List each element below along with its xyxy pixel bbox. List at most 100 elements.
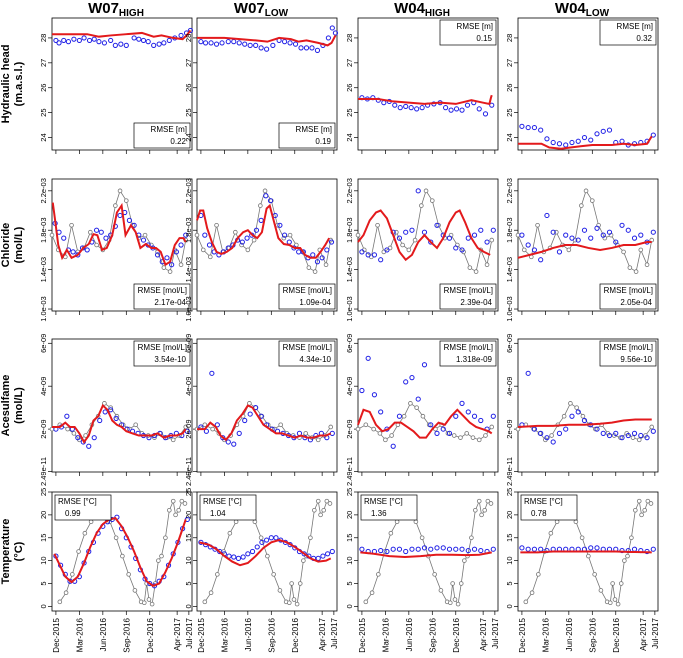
observed-point xyxy=(329,430,335,436)
reference-line xyxy=(517,402,653,441)
reference-point xyxy=(102,401,107,406)
reference-point xyxy=(49,232,55,238)
observed-point xyxy=(525,242,531,248)
reference-point xyxy=(649,424,655,430)
row-label-3-name: Temperature xyxy=(0,519,12,585)
observed-point xyxy=(286,239,292,245)
observed-point xyxy=(245,551,251,557)
observed-point xyxy=(154,252,161,258)
observed-point xyxy=(650,132,656,138)
observed-point xyxy=(650,428,656,434)
x-tick-label: Sep-2016 xyxy=(122,617,131,652)
observed-point xyxy=(101,40,108,46)
panel-chloride-3: 1.0e-03 1.4e-03 1.8e-03 2.2e-03 RMSE [mol/L]… xyxy=(505,178,659,322)
y-tick-label: 24 xyxy=(39,133,48,141)
observed-point xyxy=(324,247,330,253)
panel-frame xyxy=(517,178,659,312)
reference-point xyxy=(71,431,77,436)
y-tick-label: 10 xyxy=(39,556,48,564)
observed-point xyxy=(178,242,184,248)
observed-point xyxy=(264,537,270,543)
y-tick-label: 28 xyxy=(184,34,193,42)
observed-point xyxy=(263,193,269,199)
reference-point xyxy=(149,601,155,607)
observed-point xyxy=(538,257,544,263)
reference-point xyxy=(202,422,208,428)
reference-point xyxy=(167,508,172,513)
observed-point xyxy=(397,105,403,111)
observed-point xyxy=(419,105,425,111)
reference-point xyxy=(132,588,138,593)
rmse-label: RMSE [m] xyxy=(457,22,493,31)
observed-point xyxy=(421,362,428,368)
y-tick-label: 24 xyxy=(505,133,514,141)
rmse-box xyxy=(278,122,336,149)
rmse-label: RMSE [m] xyxy=(617,22,653,31)
y-tick-label: 27 xyxy=(505,59,514,67)
reference-point xyxy=(568,401,573,406)
x-tick-label: Dec-2016 xyxy=(291,617,300,652)
reference-point xyxy=(467,265,473,270)
observed-point xyxy=(538,127,544,133)
observed-point xyxy=(281,39,288,45)
observed-point xyxy=(378,257,384,263)
y-tick-label: 1.4e-03 xyxy=(184,257,193,282)
observed-point xyxy=(365,355,371,361)
x-tick-label: Jun-2016 xyxy=(565,617,574,651)
observed-point xyxy=(140,237,147,243)
reference-point xyxy=(289,581,294,586)
y-tick-label: 28 xyxy=(345,34,354,42)
y-tick-label: 15 xyxy=(184,534,193,542)
observed-point xyxy=(371,252,378,258)
observed-point xyxy=(202,232,208,238)
reference-point xyxy=(355,426,361,432)
reference-point xyxy=(633,508,638,513)
y-tick-label: 25 xyxy=(345,488,354,496)
observed-point xyxy=(273,535,279,541)
x-tick-label: Apr-2017 xyxy=(479,617,488,650)
panel-temperature-3: 0 5 10 15 20 25 Dec-2015 Mar-2016 Jun-2016 Sep-20… xyxy=(505,488,660,653)
observed-point xyxy=(314,47,321,53)
reference-point xyxy=(156,558,161,563)
observed-point xyxy=(471,546,478,552)
observed-point xyxy=(206,242,213,248)
observed-point xyxy=(97,417,103,424)
reference-point xyxy=(464,431,470,436)
y-tick-label: 15 xyxy=(505,534,514,542)
observed-point xyxy=(86,443,92,449)
observed-point xyxy=(594,426,600,432)
x-tick-label: Sep-2016 xyxy=(267,617,276,652)
reference-point xyxy=(315,498,321,504)
reference-point xyxy=(618,581,624,586)
rmse-label: RMSE [°C] xyxy=(524,497,563,506)
panel-chloride-2: 1.0e-03 1.4e-03 1.8e-03 2.2e-03 RMSE [mol/L]… xyxy=(345,178,499,322)
y-tick-label: 27 xyxy=(184,59,193,67)
rmse-label: RMSE [m] xyxy=(296,125,332,134)
observed-point xyxy=(446,235,453,241)
observed-point xyxy=(409,546,415,552)
panel-acesulfame-2: 2.49e-11 2e-09 4e-09 6e-09 RMSE [mol/L] 1.318… xyxy=(345,334,499,486)
observed-point xyxy=(490,546,496,552)
y-tick-label: 26 xyxy=(184,84,193,92)
reference-point xyxy=(420,413,426,419)
rmse-box xyxy=(599,19,657,46)
reference-point xyxy=(414,405,419,410)
reference-point xyxy=(363,422,369,428)
reference-point xyxy=(489,237,495,243)
observed-point xyxy=(264,46,270,52)
observed-point xyxy=(325,551,331,557)
observed-point xyxy=(103,235,109,241)
reference-point xyxy=(76,549,81,554)
y-tick-label: 10 xyxy=(345,556,354,564)
observed-point xyxy=(531,546,538,552)
observed-point xyxy=(281,232,288,238)
reference-point xyxy=(312,269,318,274)
observed-point xyxy=(403,103,409,110)
observed-point xyxy=(329,548,335,555)
model-line xyxy=(199,539,332,567)
observed-point xyxy=(453,106,460,112)
panel-frame xyxy=(357,491,499,612)
model-line xyxy=(52,29,192,41)
y-tick-label: 27 xyxy=(39,59,48,67)
y-tick-label: 25 xyxy=(184,108,193,116)
